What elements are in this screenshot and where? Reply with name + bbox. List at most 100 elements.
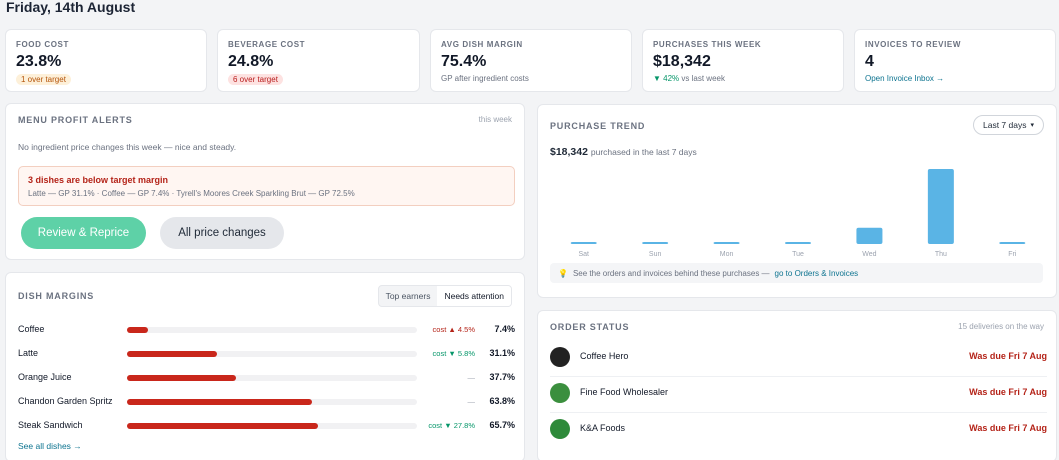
cost-change: cost ▼ 5.8% bbox=[432, 349, 475, 358]
alert-title: 3 dishes are below target margin bbox=[28, 175, 169, 185]
alerts-note: No ingredient price changes this week — … bbox=[18, 142, 237, 152]
coffee-hero-logo bbox=[550, 347, 570, 367]
order-status-panel: ORDER STATUS 15 deliveries on the way Co… bbox=[537, 310, 1057, 460]
alert-detail: Latte — GP 31.1% · Coffee — GP 7.4% · Ty… bbox=[28, 189, 355, 198]
period-label: this week bbox=[478, 115, 512, 124]
margin-bar-track bbox=[127, 375, 417, 381]
margin-bar-fill bbox=[127, 327, 149, 333]
kpi-label: AVG DISH MARGIN bbox=[441, 40, 523, 49]
margin-filter-toggle: Top earners Needs attention bbox=[377, 285, 512, 307]
supplier-name: Coffee Hero bbox=[580, 351, 629, 361]
x-tick-label: Mon bbox=[720, 251, 734, 258]
page-date: Friday, 14th August bbox=[6, 0, 136, 15]
supplier-name: Fine Food Wholesaler bbox=[580, 387, 669, 397]
kpi-label: PURCHASES THIS WEEK bbox=[653, 40, 762, 49]
purchase-trend-panel: PURCHASE TREND Last 7 days ▾ $18,342 pur… bbox=[537, 104, 1057, 298]
kpi-label: INVOICES TO REVIEW bbox=[865, 40, 961, 49]
tab-needs-attention[interactable]: Needs attention bbox=[437, 286, 511, 306]
section-title: ORDER STATUS bbox=[550, 322, 630, 332]
kpi-food-cost[interactable]: FOOD COST 23.8% 1 over target bbox=[5, 29, 207, 92]
kpi-avg-margin[interactable]: AVG DISH MARGIN 75.4% GP after ingredien… bbox=[430, 29, 632, 92]
dish-margin-row[interactable]: Chandon Garden Spritz — 63.8% bbox=[18, 395, 515, 409]
all-price-changes-button[interactable]: All price changes bbox=[160, 217, 284, 249]
margin-percent: 31.1% bbox=[489, 348, 515, 358]
hint-text: See the orders and invoices behind these… bbox=[572, 268, 770, 278]
x-tick-label: Sun bbox=[649, 251, 662, 258]
invoice-inbox-link[interactable]: Open Invoice Inbox → bbox=[865, 74, 945, 83]
x-tick-label: Fri bbox=[1008, 251, 1017, 258]
x-tick-label: Wed bbox=[862, 251, 876, 258]
due-status: Was due Fri 7 Aug bbox=[969, 387, 1047, 397]
orders-hint: 💡 See the orders and invoices behind the… bbox=[550, 263, 1043, 283]
supplier-name: K&A Foods bbox=[580, 423, 626, 433]
over-target-badge: 1 over target bbox=[16, 74, 71, 85]
bar-fri[interactable] bbox=[999, 242, 1026, 244]
date-range-dropdown[interactable]: Last 7 days ▾ bbox=[973, 115, 1044, 135]
bar-tue[interactable] bbox=[785, 242, 811, 244]
kpi-value: $18,342 bbox=[653, 53, 711, 70]
dish-name: Chandon Garden Spritz bbox=[18, 396, 113, 406]
dish-margin-row[interactable]: Coffee cost ▲ 4.5% 7.4% bbox=[18, 323, 515, 337]
margin-bar-track bbox=[127, 351, 417, 357]
lightbulb-icon: 💡 bbox=[558, 268, 568, 278]
date-range-label: Last 7 days bbox=[983, 120, 1027, 130]
section-title: PURCHASE TREND bbox=[550, 121, 646, 131]
section-title: DISH MARGINS bbox=[18, 291, 95, 301]
kpi-value: 4 bbox=[865, 53, 874, 70]
x-tick-label: Tue bbox=[792, 251, 804, 258]
bar-thu[interactable] bbox=[927, 169, 954, 244]
bar-sun[interactable] bbox=[642, 242, 669, 244]
dish-name: Steak Sandwich bbox=[18, 420, 83, 430]
chevron-down-icon: ▾ bbox=[1030, 122, 1034, 129]
margin-bar-fill bbox=[127, 423, 318, 429]
order-row[interactable]: K&A Foods Was due Fri 7 Aug bbox=[550, 417, 1047, 443]
orders-invoices-link[interactable]: go to Orders & Invoices bbox=[774, 268, 859, 278]
dish-margin-row[interactable]: Steak Sandwich cost ▼ 27.8% 65.7% bbox=[18, 419, 515, 433]
dish-name: Coffee bbox=[18, 324, 45, 334]
purchase-total-suffix: purchased in the last 7 days bbox=[590, 147, 697, 157]
due-status: Was due Fri 7 Aug bbox=[969, 351, 1047, 361]
dish-name: Latte bbox=[18, 348, 39, 358]
section-title: MENU PROFIT ALERTS bbox=[18, 115, 133, 125]
margin-bar-track bbox=[127, 327, 417, 333]
dish-margin-row[interactable]: Orange Juice — 37.7% bbox=[18, 371, 515, 385]
kpi-value: 24.8% bbox=[228, 53, 274, 70]
kpi-purchases[interactable]: PURCHASES THIS WEEK $18,342 ▼ 42% vs las… bbox=[642, 29, 844, 92]
kpi-label: BEVERAGE COST bbox=[228, 40, 306, 49]
row-divider bbox=[550, 412, 1047, 413]
bar-sat[interactable] bbox=[570, 242, 597, 244]
row-divider bbox=[550, 376, 1047, 377]
margin-bar-track bbox=[127, 399, 417, 405]
cost-change: cost ▲ 4.5% bbox=[432, 325, 475, 334]
due-status: Was due Fri 7 Aug bbox=[969, 423, 1047, 433]
x-tick-label: Thu bbox=[935, 251, 947, 258]
tab-top-earners[interactable]: Top earners bbox=[385, 291, 431, 301]
margin-bar-fill bbox=[127, 375, 237, 381]
order-row[interactable]: Coffee Hero Was due Fri 7 Aug bbox=[550, 345, 1047, 371]
margin-bar-fill bbox=[127, 399, 313, 405]
x-tick-label: Sat bbox=[578, 251, 589, 258]
dish-margin-row[interactable]: Latte cost ▼ 5.8% 31.1% bbox=[18, 347, 515, 361]
review-reprice-button[interactable]: Review & Reprice bbox=[21, 217, 146, 249]
bar-wed[interactable] bbox=[856, 227, 883, 244]
cost-change: — bbox=[467, 373, 476, 382]
see-all-dishes-link[interactable]: See all dishes → bbox=[18, 441, 82, 451]
fine-food-logo bbox=[550, 383, 570, 403]
margin-bar-fill bbox=[127, 351, 218, 357]
margin-percent: 65.7% bbox=[489, 420, 515, 430]
order-row[interactable]: Fine Food Wholesaler Was due Fri 7 Aug bbox=[550, 381, 1047, 407]
kpi-beverage-cost[interactable]: BEVERAGE COST 24.8% 6 over target bbox=[217, 29, 420, 92]
kpi-label: FOOD COST bbox=[16, 40, 69, 49]
purchase-total: $18,342 purchased in the last 7 days bbox=[550, 146, 697, 158]
bar-mon[interactable] bbox=[713, 242, 740, 244]
change-suffix: vs last week bbox=[681, 74, 725, 83]
change-indicator: ▼ 42% bbox=[653, 74, 680, 83]
cost-change: — bbox=[467, 397, 476, 406]
purchase-trend-chart: Sat Sun Mon Tue Wed Thu Fri bbox=[570, 169, 1026, 258]
deliveries-count: 15 deliveries on the way bbox=[958, 322, 1044, 331]
below-margin-alert: 3 dishes are below target margin Latte —… bbox=[18, 166, 515, 206]
margin-percent: 37.7% bbox=[489, 372, 515, 382]
margin-percent: 7.4% bbox=[494, 324, 515, 334]
kpi-invoices[interactable]: INVOICES TO REVIEW 4 Open Invoice Inbox … bbox=[854, 29, 1056, 92]
dish-margins-panel: DISH MARGINS Top earners Needs attention… bbox=[5, 272, 525, 460]
